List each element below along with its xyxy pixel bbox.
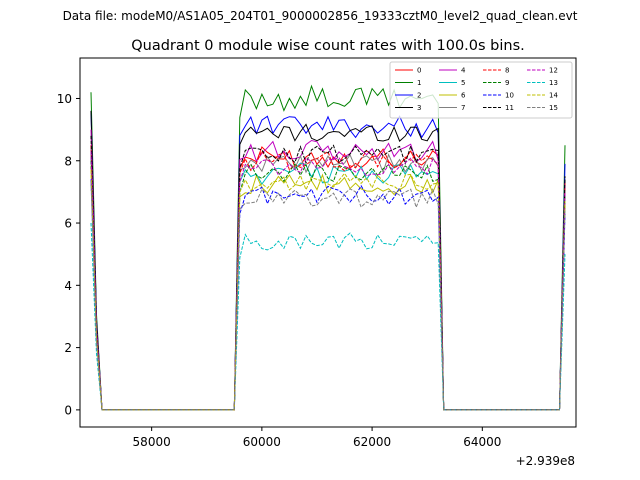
x-tick-label: 60000 — [243, 435, 281, 449]
x-tick-label: 62000 — [353, 435, 391, 449]
plot-area — [79, 57, 577, 428]
legend-label-14: 14 — [549, 92, 558, 100]
series-line-9 — [90, 160, 566, 411]
series-line-4 — [90, 129, 566, 411]
legend-label-5: 5 — [461, 79, 465, 87]
legend-label-2: 2 — [417, 92, 421, 100]
series-line-1 — [90, 84, 566, 411]
series-line-11 — [90, 135, 566, 411]
y-tick-label: 8 — [64, 154, 72, 168]
legend-label-9: 9 — [505, 79, 509, 87]
legend-label-10: 10 — [505, 92, 514, 100]
series-line-8 — [90, 145, 566, 411]
legend-label-1: 1 — [417, 79, 421, 87]
legend-label-3: 3 — [417, 104, 421, 112]
y-tick-label: 0 — [64, 403, 72, 417]
series-line-12 — [90, 151, 566, 411]
x-tick-label: 64000 — [463, 435, 501, 449]
legend-label-0: 0 — [417, 67, 421, 75]
legend-label-13: 13 — [549, 79, 558, 87]
chart-title: Quadrant 0 module wise count rates with … — [131, 38, 525, 54]
legend-label-8: 8 — [505, 67, 509, 75]
series-line-7 — [90, 148, 566, 411]
plot-frame — [79, 57, 577, 428]
series-line-6 — [90, 166, 566, 411]
y-axis: 0 2 4 6 8 10 — [57, 92, 80, 417]
legend-label-6: 6 — [461, 92, 466, 100]
y-tick-label: 2 — [64, 341, 72, 355]
x-offset-label: +2.939e8 — [516, 454, 575, 468]
legend-label-15: 15 — [549, 104, 558, 112]
x-axis: 58000 60000 62000 64000 — [133, 427, 501, 449]
series-line-10 — [90, 179, 566, 411]
y-tick-label: 4 — [64, 279, 72, 293]
legend-box — [389, 61, 573, 119]
legend-label-4: 4 — [461, 67, 466, 75]
legend-label-7: 7 — [461, 104, 465, 112]
legend-label-11: 11 — [505, 104, 514, 112]
series-line-15 — [90, 182, 566, 411]
series-line-13 — [90, 222, 566, 411]
y-tick-label: 6 — [64, 217, 72, 231]
y-tick-label: 10 — [57, 92, 72, 106]
x-tick-label: 58000 — [133, 435, 171, 449]
legend-label-12: 12 — [549, 67, 558, 75]
series-line-14 — [90, 170, 566, 411]
data-file-suptitle: Data file: modeM0/AS1A05_204T01_90000028… — [63, 9, 578, 23]
